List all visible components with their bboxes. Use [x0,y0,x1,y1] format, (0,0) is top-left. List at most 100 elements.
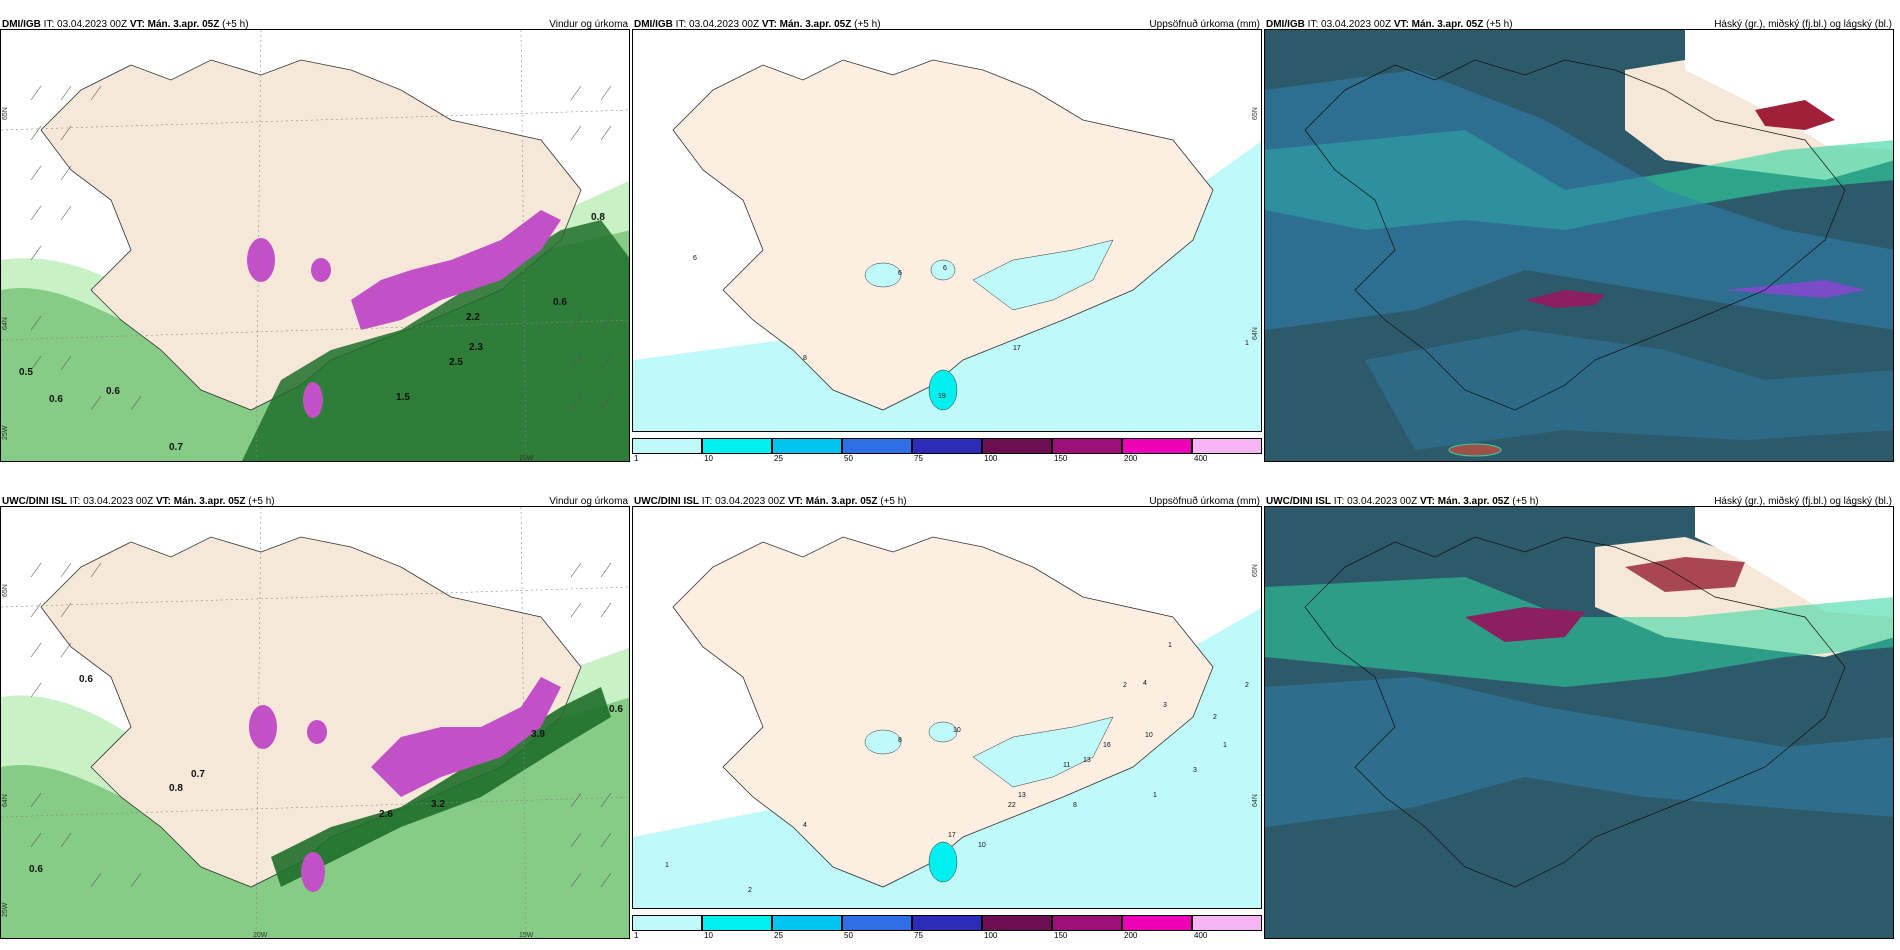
precip-value: 0.8 [169,783,183,794]
precip-value: 8 [1073,802,1077,809]
panel-header: UWC/DINI ISL IT: 03.04.2023 00Z VT: Mán.… [1264,491,1894,513]
map-area[interactable]: 65N 64N 25W 20W 15W 0.6 0.6 0.7 0.8 0.6 … [0,506,630,939]
lat-label: 64N [2,317,9,330]
cloud-band [1465,607,1585,642]
colorbar-cell [1122,915,1192,931]
clear-sky [1695,507,1893,617]
model-name: DMI/IGB [2,19,41,30]
colorbar-tick: 200 [1124,931,1138,940]
colorbar-cell [1122,438,1192,454]
product-title: Háský (gr.), miðský (fj.bl.) og lágský (… [1714,19,1892,30]
snow-area [351,210,561,330]
precip-value: 3 [1193,767,1197,774]
snow-patch [307,720,327,744]
precip-value: 0.6 [106,386,120,397]
lat-label: 65N [2,107,9,120]
colorbar-cell [1192,438,1262,454]
snow-patch [249,705,277,749]
precip-value: 0.6 [553,297,567,308]
precip-value: 6 [943,265,947,272]
lat-label: 64N [2,794,9,807]
colorbar-cell [912,915,982,931]
precip-patch [928,841,958,883]
precip-value: 0.7 [191,769,205,780]
product-title: Háský (gr.), miðský (fj.bl.) og lágský (… [1714,496,1892,507]
precip-value: 19 [938,393,946,400]
precip-patch [928,369,958,411]
valid-time: Mán. 3.apr. 05Z [805,496,878,507]
cloud-band [1625,557,1745,592]
precip-value: 0.6 [609,704,623,715]
map-area[interactable] [1264,29,1894,462]
lead-time: (+5 h) [222,19,249,30]
lat-label: 64N [1252,327,1259,340]
panel-header: UWC/DINI ISL IT: 03.04.2023 00Z VT: Mán.… [632,491,1262,513]
valid-time: Mán. 3.apr. 05Z [1411,19,1484,30]
coastline [1304,536,1846,888]
product-title: Uppsöfnuð úrkoma (mm) [1149,496,1260,507]
precip-value: 2 [748,887,752,894]
precip-value: 3.9 [531,729,545,740]
colorbar-cell [772,438,842,454]
model-name: DMI/IGB [634,19,673,30]
precip-patch [928,721,958,743]
map-area[interactable]: 6 6 6 17 19 1 8 65N 65N 64N [632,29,1262,432]
precip-value: 6 [898,270,902,277]
precip-value: 0.6 [79,674,93,685]
cloud-band [1755,100,1835,130]
precip-patch [864,262,902,288]
colorbar-tick: 75 [914,454,923,463]
precip-value: 2.2 [466,312,480,323]
panel-dmi-wind: DMI/IGB IT: 03.04.2023 00Z VT: Mán. 3.ap… [0,14,630,462]
precip-value: 1 [1245,340,1249,347]
colorbar-cell [632,915,702,931]
colorbar-cell [842,915,912,931]
lead-time: (+5 h) [1486,19,1513,30]
cloud-map [1265,507,1893,938]
precip-value: 2 [1245,682,1249,689]
precip-patch [972,239,1114,311]
colorbar-tick: 10 [704,931,713,940]
map-area[interactable] [1264,506,1894,939]
precip-value: 0.6 [29,864,43,875]
panel-dmi-precip: DMI/IGB IT: 03.04.2023 00Z VT: Mán. 3.ap… [632,14,1262,463]
colorbar-cell [1192,915,1262,931]
high-cloud [1265,577,1893,687]
lon-label: 25W [2,425,9,440]
mid-cloud [1265,70,1893,330]
colorbar: 1 10 25 50 75 100 150 200 400 [632,909,1262,940]
colorbar-tick: 100 [984,931,998,940]
precip-value: 2.5 [449,357,463,368]
precip-value: 0.8 [591,212,605,223]
precip-values: 0.8 0.6 0.5 0.6 0.6 0.7 2.2 2.3 2.5 1.5 [19,212,605,453]
panel-dmi-clouds: DMI/IGB IT: 03.04.2023 00Z VT: Mán. 3.ap… [1264,14,1894,462]
map-area[interactable]: 65N 64N 25W 15W 0.8 0.6 0.5 0.6 0.6 0.7 … [0,29,630,462]
colorbar-tick: 10 [704,454,713,463]
precip-value: 2 [1123,682,1127,689]
lon-label: 15W [519,455,534,462]
precip-value: 3 [1163,702,1167,709]
precip-value: 2.3 [469,342,483,353]
precip-value: 1 [1153,792,1157,799]
vt-label: VT: [129,19,145,30]
precip-value: 22 [1008,802,1016,809]
precip-patch [930,259,956,281]
precip-value: 1 [665,862,669,869]
wind-precip-map: 65N 64N 25W 15W 0.8 0.6 0.5 0.6 0.6 0.7 … [1,30,629,462]
product-title: Vindur og úrkoma [549,496,628,507]
map-area[interactable]: 10 8 4 22 13 10 17 1 2 4 3 2 1 2 11 13 1… [632,506,1262,909]
lat-label: 65N [1252,107,1259,120]
precip-value: 3.2 [431,799,445,810]
precip-value: 2 [1213,714,1217,721]
colorbar-cell [702,915,772,931]
colorbar-cell [842,438,912,454]
cloud-band [1525,290,1605,308]
precip-value: 10 [953,727,961,734]
cloud-band [1448,443,1502,457]
colorbar-tick: 1 [634,931,639,940]
panel-header: UWC/DINI ISL IT: 03.04.2023 00Z VT: Mán.… [0,491,630,513]
precip-patch [972,716,1114,788]
precip-value: 17 [1013,345,1021,352]
wind-barbs [30,562,612,888]
precip-value: 8 [803,355,807,362]
